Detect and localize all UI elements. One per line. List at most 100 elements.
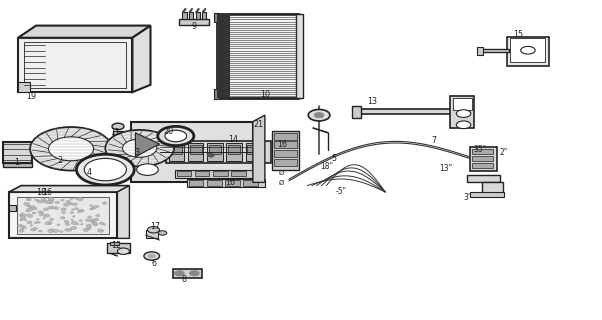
Bar xyxy=(188,143,203,161)
Circle shape xyxy=(20,217,25,220)
Circle shape xyxy=(55,201,59,204)
Circle shape xyxy=(147,227,160,233)
Circle shape xyxy=(33,207,37,210)
Circle shape xyxy=(41,212,44,214)
Circle shape xyxy=(46,221,52,224)
Text: 7: 7 xyxy=(431,136,436,145)
Circle shape xyxy=(48,201,53,204)
Circle shape xyxy=(61,208,66,211)
Text: 11: 11 xyxy=(111,128,120,137)
Bar xyxy=(190,145,202,154)
Circle shape xyxy=(93,218,99,221)
Bar xyxy=(9,205,16,211)
Circle shape xyxy=(48,229,54,233)
Bar xyxy=(296,14,303,98)
Circle shape xyxy=(112,123,124,130)
Circle shape xyxy=(17,225,22,227)
Circle shape xyxy=(91,208,94,210)
Circle shape xyxy=(65,228,70,231)
Circle shape xyxy=(72,216,75,217)
Circle shape xyxy=(37,219,39,220)
Text: 17: 17 xyxy=(150,222,160,231)
Text: 21: 21 xyxy=(254,120,264,129)
Circle shape xyxy=(165,130,187,142)
Circle shape xyxy=(29,207,33,209)
Bar xyxy=(170,145,182,154)
Text: 8: 8 xyxy=(181,276,186,284)
Bar xyxy=(177,171,191,176)
Bar xyxy=(202,12,206,19)
Bar xyxy=(480,49,509,52)
Circle shape xyxy=(30,127,112,171)
Circle shape xyxy=(87,216,92,218)
Circle shape xyxy=(26,214,29,216)
Bar xyxy=(274,150,297,157)
Circle shape xyxy=(103,223,106,225)
Circle shape xyxy=(70,198,73,199)
Bar xyxy=(510,38,545,62)
Bar xyxy=(189,180,203,186)
Circle shape xyxy=(22,226,26,229)
Circle shape xyxy=(83,228,89,231)
Circle shape xyxy=(84,158,126,181)
Text: 2: 2 xyxy=(58,156,63,164)
Bar xyxy=(453,98,472,110)
Circle shape xyxy=(102,202,107,204)
Text: 13": 13" xyxy=(439,164,452,173)
Text: 5: 5 xyxy=(332,154,337,163)
Text: 6: 6 xyxy=(151,260,156,268)
Text: 18: 18 xyxy=(36,188,46,196)
Circle shape xyxy=(99,222,104,224)
Circle shape xyxy=(190,271,199,276)
Circle shape xyxy=(39,230,42,232)
Text: 12: 12 xyxy=(111,241,121,250)
Polygon shape xyxy=(117,186,129,238)
Bar xyxy=(477,47,483,55)
Circle shape xyxy=(37,221,40,223)
Circle shape xyxy=(98,229,104,232)
Circle shape xyxy=(85,219,90,221)
Bar xyxy=(214,13,219,22)
Bar xyxy=(110,242,119,245)
Polygon shape xyxy=(132,26,150,92)
Circle shape xyxy=(28,199,31,201)
Bar xyxy=(274,133,297,140)
Bar xyxy=(243,180,258,186)
Circle shape xyxy=(34,222,38,224)
Bar xyxy=(146,230,158,238)
Text: 13: 13 xyxy=(367,97,377,106)
Circle shape xyxy=(66,200,70,203)
Bar xyxy=(196,12,200,19)
Bar xyxy=(187,179,265,187)
Circle shape xyxy=(61,199,64,201)
Circle shape xyxy=(93,223,98,226)
Text: 16: 16 xyxy=(225,178,235,187)
Bar xyxy=(209,145,221,154)
Circle shape xyxy=(72,227,76,229)
Text: 16: 16 xyxy=(42,188,52,197)
Circle shape xyxy=(63,212,66,213)
Circle shape xyxy=(75,198,78,199)
Circle shape xyxy=(71,226,76,229)
Polygon shape xyxy=(135,133,160,157)
Circle shape xyxy=(78,210,81,212)
Circle shape xyxy=(49,137,93,161)
Circle shape xyxy=(207,153,214,157)
Bar xyxy=(207,180,222,186)
Circle shape xyxy=(92,220,95,221)
Text: Ø: Ø xyxy=(279,170,284,176)
Circle shape xyxy=(26,205,31,207)
Circle shape xyxy=(72,209,74,210)
Bar xyxy=(24,42,126,88)
Circle shape xyxy=(71,221,77,224)
Bar xyxy=(231,171,246,176)
Text: 2": 2" xyxy=(499,148,507,157)
Bar xyxy=(472,156,493,161)
Bar xyxy=(352,106,361,118)
Circle shape xyxy=(90,219,95,222)
Circle shape xyxy=(49,218,54,220)
Circle shape xyxy=(22,215,26,217)
Circle shape xyxy=(96,206,99,207)
Polygon shape xyxy=(253,115,265,182)
Circle shape xyxy=(148,254,155,258)
